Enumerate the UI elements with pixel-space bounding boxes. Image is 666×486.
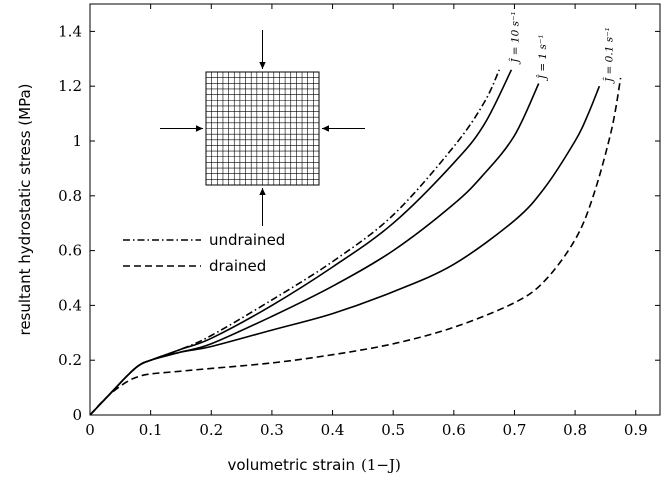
- x-tick-label: 0.9: [624, 421, 648, 439]
- arrow-head: [196, 125, 203, 132]
- arrow-head: [322, 125, 329, 132]
- axes: 0 0.1 0.2 0.3 0.4 0.5 0.6 0.7 0.8 0.9 0 0.2 0.4 0.6 0.…: [58, 3, 661, 439]
- y-tick-label: 0.2: [58, 351, 82, 369]
- arrow-down-icon: [259, 30, 266, 69]
- x-tick-label: 0.5: [381, 421, 405, 439]
- labels: volumetric strain (1−J) resultant hydrosta…: [16, 11, 616, 474]
- y-tick-label: 0: [72, 406, 82, 424]
- y-tick-label: 1.2: [58, 77, 82, 95]
- x-tick-label: 0.6: [442, 421, 466, 439]
- x-tick-label: 0.3: [260, 421, 284, 439]
- curves: [89, 69, 622, 416]
- y-axis-title: resultant hydrostatic stress (MPa): [16, 83, 34, 335]
- legend-label-0: undrained: [209, 231, 285, 249]
- plot-frame: [89, 3, 661, 416]
- inset-diagram: [160, 30, 365, 226]
- arrow-left-icon: [322, 125, 365, 132]
- arrow-right-icon: [160, 125, 203, 132]
- rate-label-0: Ĵ = 10 s⁻¹: [508, 11, 522, 65]
- legend-label-1: drained: [209, 257, 266, 275]
- x-tick-label: 0.7: [503, 421, 527, 439]
- y-tick-label: 1: [72, 132, 82, 150]
- x-tick-label: 0: [85, 421, 95, 439]
- arrow-up-icon: [259, 188, 266, 226]
- x-tick-label: 0.1: [139, 421, 163, 439]
- y-tick-label: 0.6: [58, 242, 82, 260]
- x-axis-title: volumetric strain: [227, 456, 355, 474]
- x-tick-label: 0.8: [563, 421, 587, 439]
- legend: undrained drained: [123, 231, 285, 275]
- y-tick-label: 0.8: [58, 187, 82, 205]
- rate-label-1: Ĵ = 1 s⁻¹: [535, 34, 549, 81]
- y-tick-label: 0.4: [58, 296, 82, 314]
- y-tick-label: 1.4: [58, 22, 82, 40]
- series-line-1: [89, 77, 622, 416]
- x-axis-title-math: (1−J): [361, 456, 401, 474]
- x-tick-label: 0.2: [199, 421, 223, 439]
- rate-label-2: Ĵ = 0.1 s⁻¹: [602, 27, 616, 84]
- arrow-head: [259, 62, 266, 69]
- x-tick-label: 0.4: [321, 421, 345, 439]
- series-line-4: [89, 85, 601, 416]
- arrow-head: [259, 188, 266, 195]
